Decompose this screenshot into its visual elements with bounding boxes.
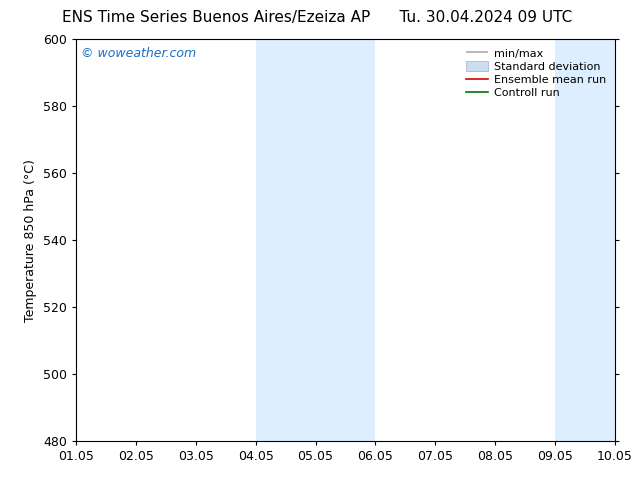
Bar [555,39,615,441]
Text: © woweather.com: © woweather.com [81,47,197,60]
Text: ENS Time Series Buenos Aires/Ezeiza AP      Tu. 30.04.2024 09 UTC: ENS Time Series Buenos Aires/Ezeiza AP T… [62,10,572,25]
Bar [256,39,375,441]
Legend: min/max, Standard deviation, Ensemble mean run, Controll run: min/max, Standard deviation, Ensemble me… [463,45,609,101]
Y-axis label: Temperature 850 hPa (°C): Temperature 850 hPa (°C) [25,159,37,321]
